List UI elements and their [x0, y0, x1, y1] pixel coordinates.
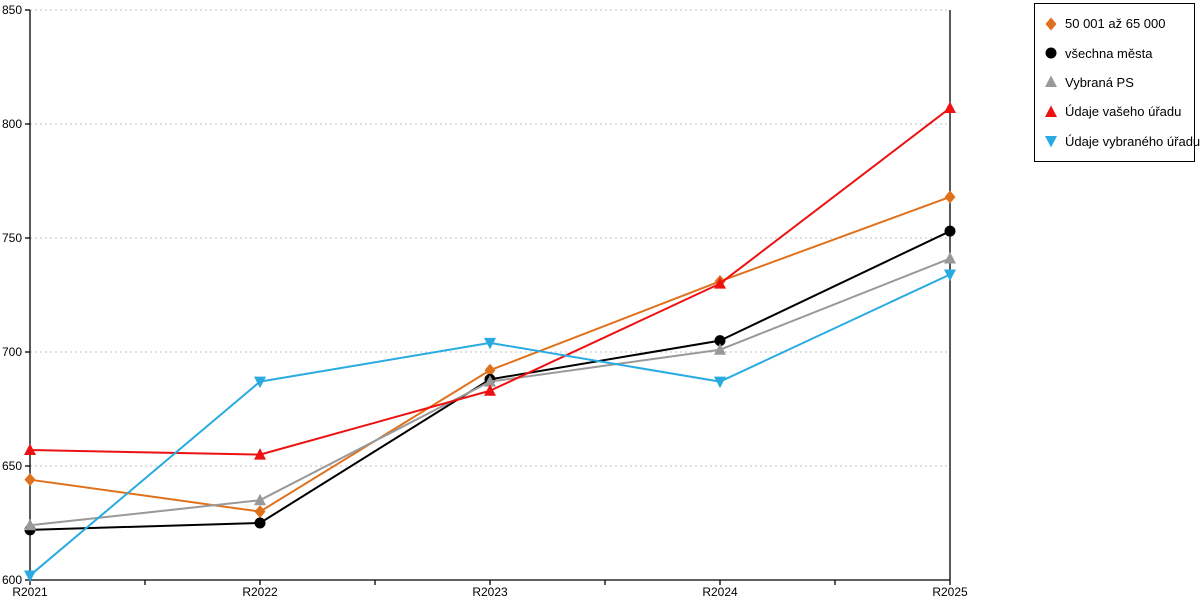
data-point [254, 448, 266, 460]
data-point [944, 101, 956, 114]
x-tick-label: R2022 [242, 585, 278, 599]
series-line [29, 273, 951, 577]
triangle-down-icon-shape [1045, 136, 1057, 148]
y-tick-label: 750 [2, 231, 22, 245]
data-point [254, 505, 266, 519]
x-tick-label: R2021 [12, 585, 48, 599]
data-point [944, 252, 956, 264]
triangle-up-icon-shape [1045, 105, 1057, 117]
series-4 [24, 269, 956, 582]
data-point [24, 570, 36, 582]
data-point [714, 376, 726, 389]
data-point [944, 225, 956, 237]
series-line [29, 107, 951, 456]
series-3 [24, 101, 956, 460]
x-tick-label: R2025 [932, 585, 968, 599]
legend-label: 50 001 až 65 000 [1065, 16, 1166, 32]
data-point [484, 337, 496, 350]
y-tick-label: 800 [2, 117, 22, 131]
data-point [484, 384, 496, 396]
diamond-icon-shape [1045, 17, 1057, 31]
legend-item-1[interactable]: všechna města [1044, 38, 1188, 67]
triangle-up-icon [1045, 75, 1057, 88]
data-point [944, 190, 956, 204]
y-tick-label: 850 [2, 3, 22, 17]
series-0 [24, 190, 956, 519]
circle-icon [1045, 47, 1057, 59]
x-tick-label: R2024 [702, 585, 738, 599]
data-point [484, 363, 496, 377]
data-point [714, 335, 726, 347]
data-point [714, 277, 726, 289]
data-point [944, 269, 956, 281]
legend-label: Vybraná PS [1065, 74, 1134, 90]
data-point [254, 493, 266, 506]
y-tick-label: 650 [2, 459, 22, 473]
triangle-up-icon [1045, 105, 1057, 117]
legend-item-2[interactable]: Vybraná PS [1044, 68, 1188, 97]
triangle-up-icon-shape [1045, 75, 1057, 88]
y-tick-label: 600 [2, 573, 22, 587]
y-tick-label: 700 [2, 345, 22, 359]
triangle-down-icon [1045, 136, 1057, 148]
gridlines [30, 9, 950, 467]
circle-icon-shape [1045, 47, 1057, 59]
x-tick-label: R2023 [472, 585, 508, 599]
series-line [29, 196, 951, 513]
data-point [484, 375, 496, 387]
legend-item-4[interactable]: Údaje vybraného úřadu [1044, 127, 1200, 156]
legend-item-3[interactable]: Údaje vašeho úřadu [1044, 97, 1188, 126]
data-point [24, 473, 36, 487]
legend-label: Údaje vašeho úřadu [1065, 104, 1182, 120]
legend-label: Údaje vybraného úřadu [1065, 133, 1200, 149]
data-point [254, 376, 266, 389]
diamond-icon [1045, 17, 1057, 31]
legend: 50 001 až 65 000 všechna města Vybraná PS Ú… [1034, 3, 1200, 162]
data-point [714, 343, 726, 355]
data-point [24, 443, 36, 456]
data-point [24, 518, 36, 531]
data-point [254, 517, 266, 529]
legend-item-0[interactable]: 50 001 až 65 000 [1044, 9, 1188, 38]
series-2 [24, 252, 956, 531]
legend-label: všechna města [1065, 45, 1153, 61]
axes: 600 650 700 750 800 850 R2021 R2022 R2023 R2024 R2… [2, 3, 968, 599]
